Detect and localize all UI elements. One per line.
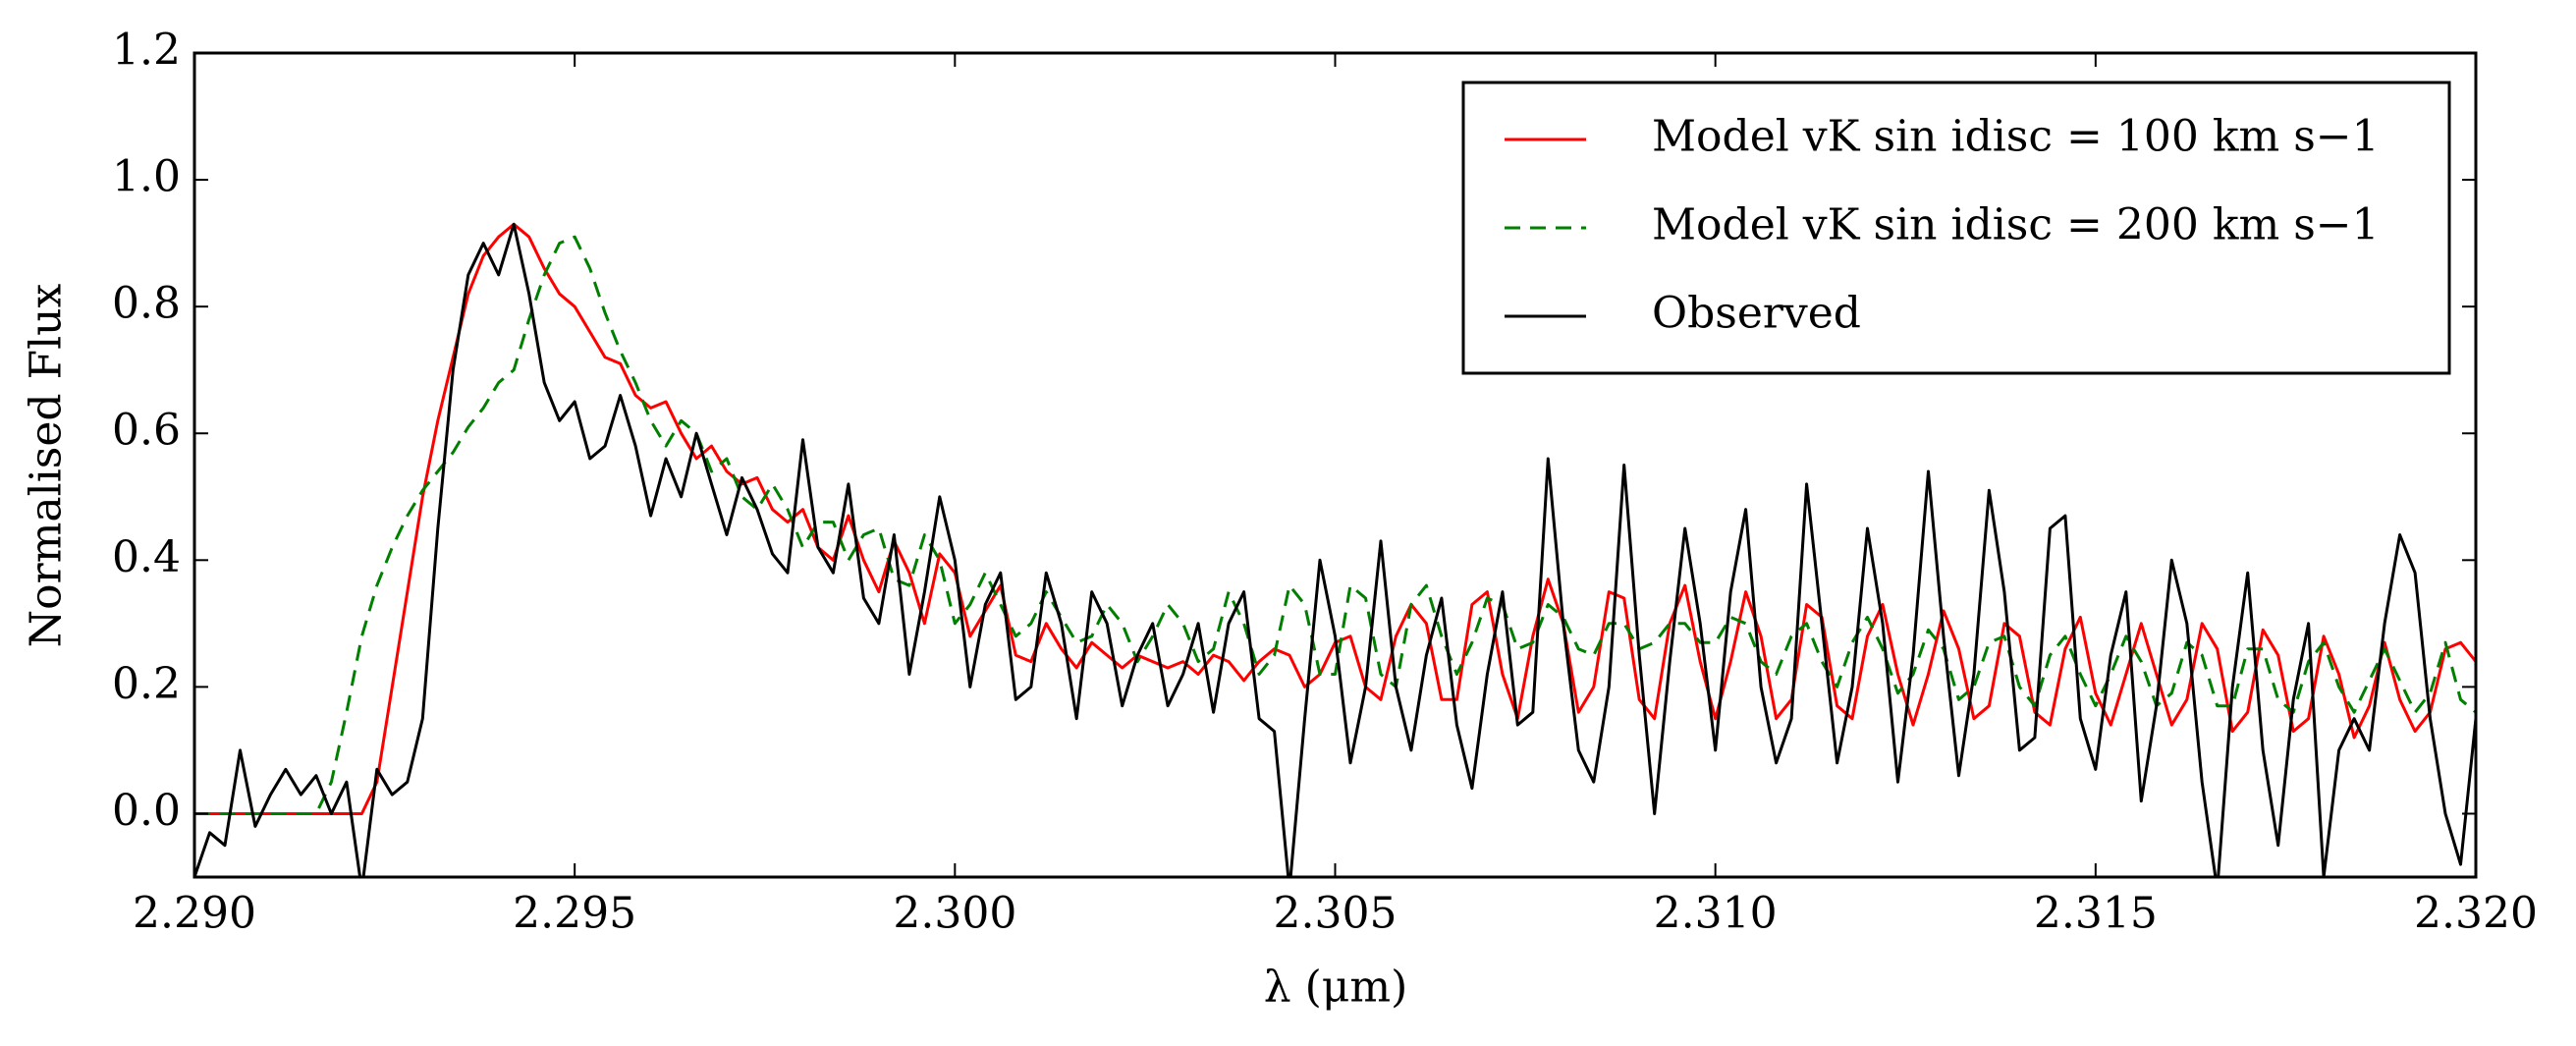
- series-line: [194, 222, 2476, 877]
- x-tick-label: 2.310: [1654, 889, 1778, 939]
- series-line: [194, 235, 2476, 815]
- x-tick-label: 2.320: [2414, 889, 2538, 939]
- y-tick-label: 0.8: [112, 279, 181, 329]
- y-tick-label: 1.0: [112, 152, 181, 202]
- x-axis-label: λ (μm): [1264, 963, 1408, 1013]
- legend-label: Model vK sin idisc = 100 km s−1: [1652, 112, 2380, 162]
- y-axis-label: Normalised Flux: [22, 283, 72, 647]
- x-tick-label: 2.305: [1274, 889, 1398, 939]
- y-tick-label: 0.0: [112, 786, 181, 836]
- legend-label: Model vK sin idisc = 200 km s−1: [1652, 200, 2380, 250]
- x-tick-label: 2.290: [133, 889, 256, 939]
- x-tick-label: 2.295: [513, 889, 636, 939]
- legend-label: Observed: [1652, 289, 1861, 339]
- y-tick-label: 0.6: [112, 406, 181, 456]
- y-tick-label: 0.2: [112, 659, 181, 709]
- x-tick-label: 2.315: [2034, 889, 2158, 939]
- y-tick-label: 0.4: [112, 532, 181, 582]
- plot-lines: [194, 222, 2476, 877]
- legend-box: [1461, 81, 2451, 375]
- y-tick-label: 1.2: [112, 26, 181, 76]
- x-tick-label: 2.300: [893, 889, 1016, 939]
